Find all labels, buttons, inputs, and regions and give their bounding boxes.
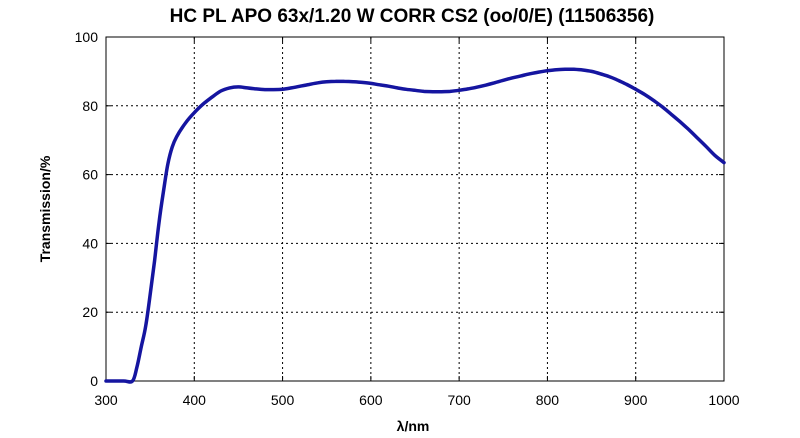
grid — [106, 37, 724, 381]
x-tick-labels: 300 400 500 600 700 800 900 1000 — [94, 392, 739, 408]
y-tick-labels: 0 20 40 60 80 100 — [75, 29, 99, 389]
y-axis-label: Transmission/% — [37, 155, 53, 262]
x-tick-label: 700 — [447, 392, 471, 408]
chart-title: HC PL APO 63x/1.20 W CORR CS2 (oo/0/E) (… — [170, 6, 655, 27]
y-tick-label: 60 — [82, 167, 98, 183]
x-tick-label: 400 — [183, 392, 207, 408]
series-layer — [104, 67, 726, 384]
x-tick-label: 900 — [624, 392, 648, 408]
x-axis-label: λ/nm — [397, 418, 430, 434]
y-tick-label: 40 — [82, 235, 98, 251]
y-tick-label: 20 — [82, 304, 98, 320]
x-tick-label: 300 — [94, 392, 118, 408]
x-tick-label: 600 — [359, 392, 383, 408]
y-tick-label: 0 — [90, 373, 98, 389]
transmission-series-line — [104, 67, 726, 384]
x-tick-label: 800 — [536, 392, 560, 408]
x-tick-label: 500 — [271, 392, 295, 408]
x-tick-label: 1000 — [708, 392, 739, 408]
y-tick-label: 100 — [75, 29, 99, 45]
plot-frame — [105, 36, 725, 382]
y-tick-label: 80 — [82, 98, 98, 114]
